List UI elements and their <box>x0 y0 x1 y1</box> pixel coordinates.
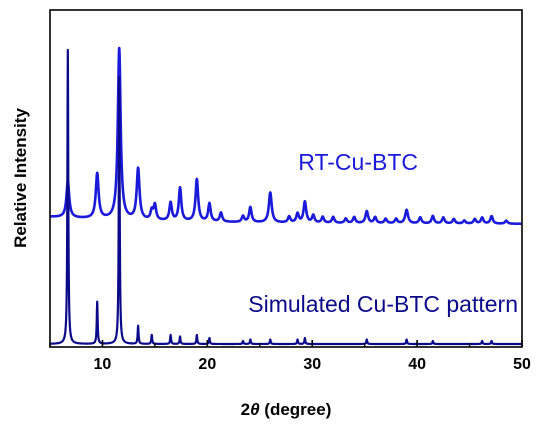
plot-frame <box>49 9 523 348</box>
series-label-simulated: Simulated Cu-BTC pattern <box>248 291 518 317</box>
x-tick-label: 30 <box>303 356 321 373</box>
x-tick-label: 20 <box>198 356 216 373</box>
x-tick-label: 40 <box>408 356 426 373</box>
x-axis-title-suffix: (degree) <box>260 400 332 419</box>
x-axis-title: 2θ (degree) <box>241 400 332 419</box>
series-line-0 <box>48 46 524 226</box>
series-line-1 <box>49 48 523 346</box>
x-tick-label: 50 <box>513 356 531 373</box>
series-label-rt-cu-btc: RT-Cu-BTC <box>298 149 418 175</box>
x-tick-label: 10 <box>94 356 112 373</box>
series-layer <box>48 46 524 346</box>
x-ticks: 10 20 30 40 50 <box>49 340 531 373</box>
x-axis-title-symbol: θ <box>250 400 260 419</box>
y-axis-title: Relative Intensity <box>11 108 30 248</box>
x-axis-title-prefix: 2 <box>241 400 250 419</box>
